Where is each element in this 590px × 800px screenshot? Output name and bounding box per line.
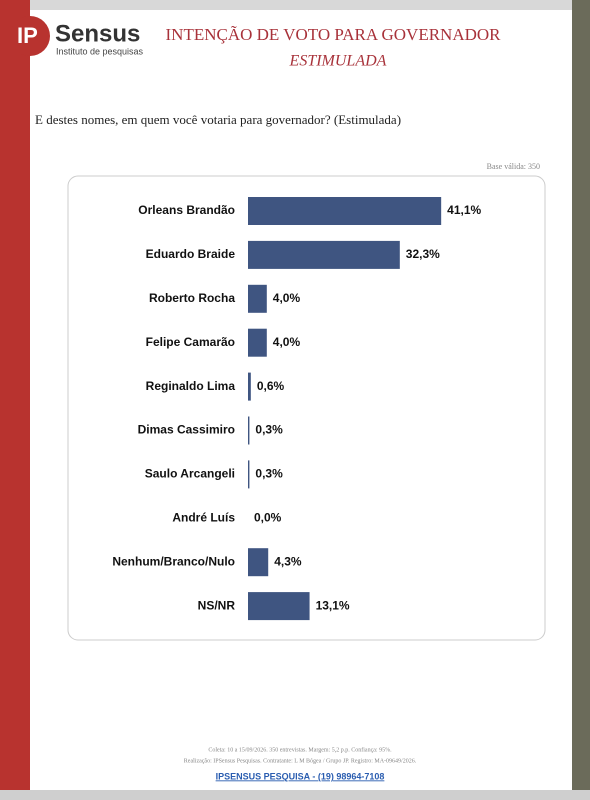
value-label: 4,3% [274,554,302,568]
title: INTENÇÃO DE VOTO PARA GOVERNADOR [166,25,502,44]
category-label: NS/NR [198,598,236,612]
footer-line: Realização: IPSensus Pesquisas. Contrata… [184,758,417,764]
category-label: Roberto Rocha [149,291,235,305]
bar [248,460,250,489]
logo-mark: IP [17,23,38,48]
value-label: 41,1% [447,203,481,217]
question: E destes nomes, em quem você votaria par… [35,112,401,127]
bar [248,197,442,225]
subtitle: ESTIMULADA [289,53,387,70]
value-label: 4,0% [273,291,301,305]
value-label: 0,3% [255,467,283,481]
bottom-edge [0,790,590,800]
logo-tagline: Instituto de pesquisas [56,46,144,56]
top-edge [0,0,590,10]
chart-frame [67,175,546,641]
logo-circle [10,16,50,56]
value-label: 4,0% [273,335,301,349]
bar [248,416,250,445]
bar [248,284,267,313]
category-label: Dimas Cassimiro [138,423,235,437]
category-label: Saulo Arcangeli [145,467,235,481]
bar [248,328,267,357]
right-stripe [572,0,590,790]
category-label: Felipe Camarão [146,335,235,349]
bars: Orleans Brandão 41,1% Eduardo Braide 32,3% R… [112,197,482,621]
category-label: Reginaldo Lima [146,379,236,393]
base-note: Base válida: 350 [487,162,540,171]
bar [248,548,269,577]
footer-line: Coleta: 10 a 15/09/2026. 350 entrevistas… [208,746,392,753]
category-label: Orleans Brandão [138,203,235,217]
category-label: Eduardo Braide [146,247,236,261]
value-label: 0,0% [254,510,282,524]
bar [248,592,310,621]
category-label: Nenhum/Branco/Nulo [112,554,235,568]
left-stripe [0,0,30,790]
logo-name: Sensus [55,20,140,47]
value-label: 13,1% [316,598,350,612]
value-label: 0,6% [257,379,285,393]
bar [248,372,251,401]
contact: IPSENSUS PESQUISA - (19) 98964-7108 [216,771,385,781]
bar [248,240,400,269]
value-label: 0,3% [255,423,283,437]
value-label: 32,3% [406,247,440,261]
category-label: André Luís [172,510,235,524]
